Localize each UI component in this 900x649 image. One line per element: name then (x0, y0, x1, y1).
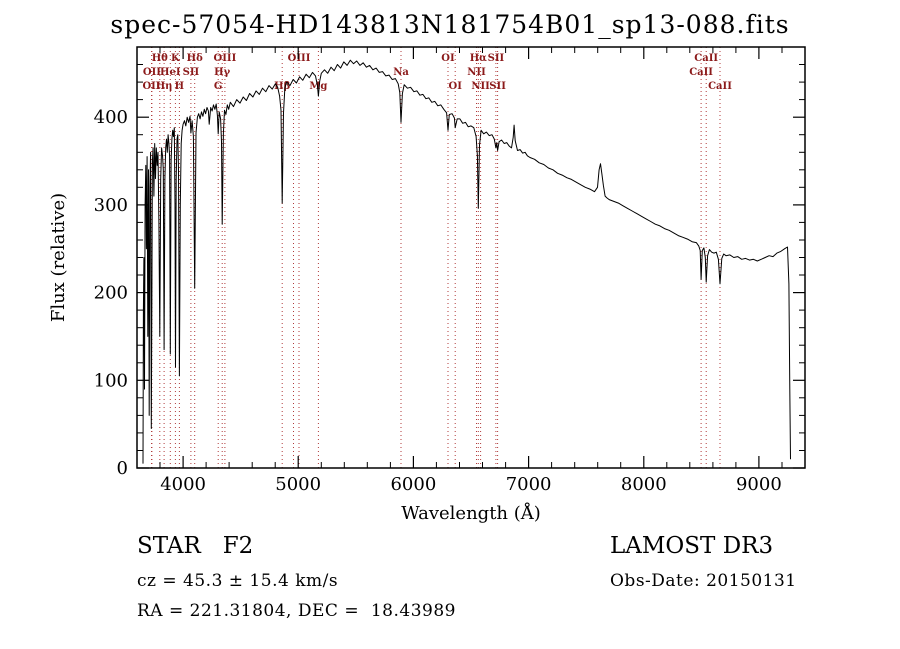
spectral-line-label: H (175, 81, 184, 92)
spectral-line-label: OIII (214, 53, 237, 64)
y-tick-label: 0 (117, 458, 128, 479)
spectral-line-label: HeI (160, 67, 181, 78)
object-class-text: STAR F2 (137, 533, 254, 559)
x-tick-label: 7000 (506, 474, 552, 495)
spectral-line-label: CaII (694, 53, 718, 64)
y-axis-label: Flux (relative) (48, 193, 69, 322)
plot-title: spec-57054-HD143813N181754B01_sp13-088.f… (110, 10, 790, 39)
coordinates-text: RA = 221.31804, DEC = 18.43989 (137, 601, 456, 621)
x-axis-label: Wavelength (Å) (401, 502, 541, 524)
spectral-line-label: Hβ (274, 81, 290, 92)
y-tick-label: 100 (94, 370, 128, 391)
spectral-line-label: OI (441, 53, 455, 64)
spectral-line-label: OI (449, 81, 463, 92)
spectral-line-label: G (214, 81, 223, 92)
spectral-line-label: CaII (689, 67, 713, 78)
x-tick-label: 9000 (736, 474, 782, 495)
spectral-line-label: Hθ (152, 53, 168, 64)
spectral-line-label: Hη (156, 81, 173, 92)
spectral-line-label: SII (488, 53, 505, 64)
x-tick-label: 4000 (160, 474, 206, 495)
spectral-line-label: K (171, 53, 180, 64)
spectral-line-label: SII (183, 67, 200, 78)
spectrum-trace (142, 59, 791, 464)
spectral-line-label: OIII (288, 53, 311, 64)
y-tick-label: 200 (94, 283, 128, 304)
spectral-line-label: NII (467, 67, 486, 78)
cz-velocity-text: cz = 45.3 ± 15.4 km/s (137, 571, 339, 591)
x-tick-label: 8000 (621, 474, 667, 495)
obs-date-text: Obs-Date: 20150131 (610, 571, 797, 591)
spectral-line-label: OII (142, 81, 160, 92)
x-tick-label: 5000 (275, 474, 321, 495)
x-tick-label: 6000 (390, 474, 436, 495)
spectral-line-label: OII (143, 67, 161, 78)
spectral-line-label: Na (393, 67, 409, 78)
spectral-line-label: Mg (309, 81, 327, 92)
survey-release-text: LAMOST DR3 (610, 533, 774, 559)
spectral-line-label: Hγ (214, 67, 230, 78)
spectral-line-label: Hδ (187, 53, 203, 64)
spectral-line-label: SII (489, 81, 506, 92)
y-tick-label: 400 (94, 107, 128, 128)
spectral-line-label: CaII (708, 81, 732, 92)
spectral-line-label: NII (471, 81, 490, 92)
spectral-line-label: Hα (470, 53, 487, 64)
y-tick-label: 300 (94, 195, 128, 216)
